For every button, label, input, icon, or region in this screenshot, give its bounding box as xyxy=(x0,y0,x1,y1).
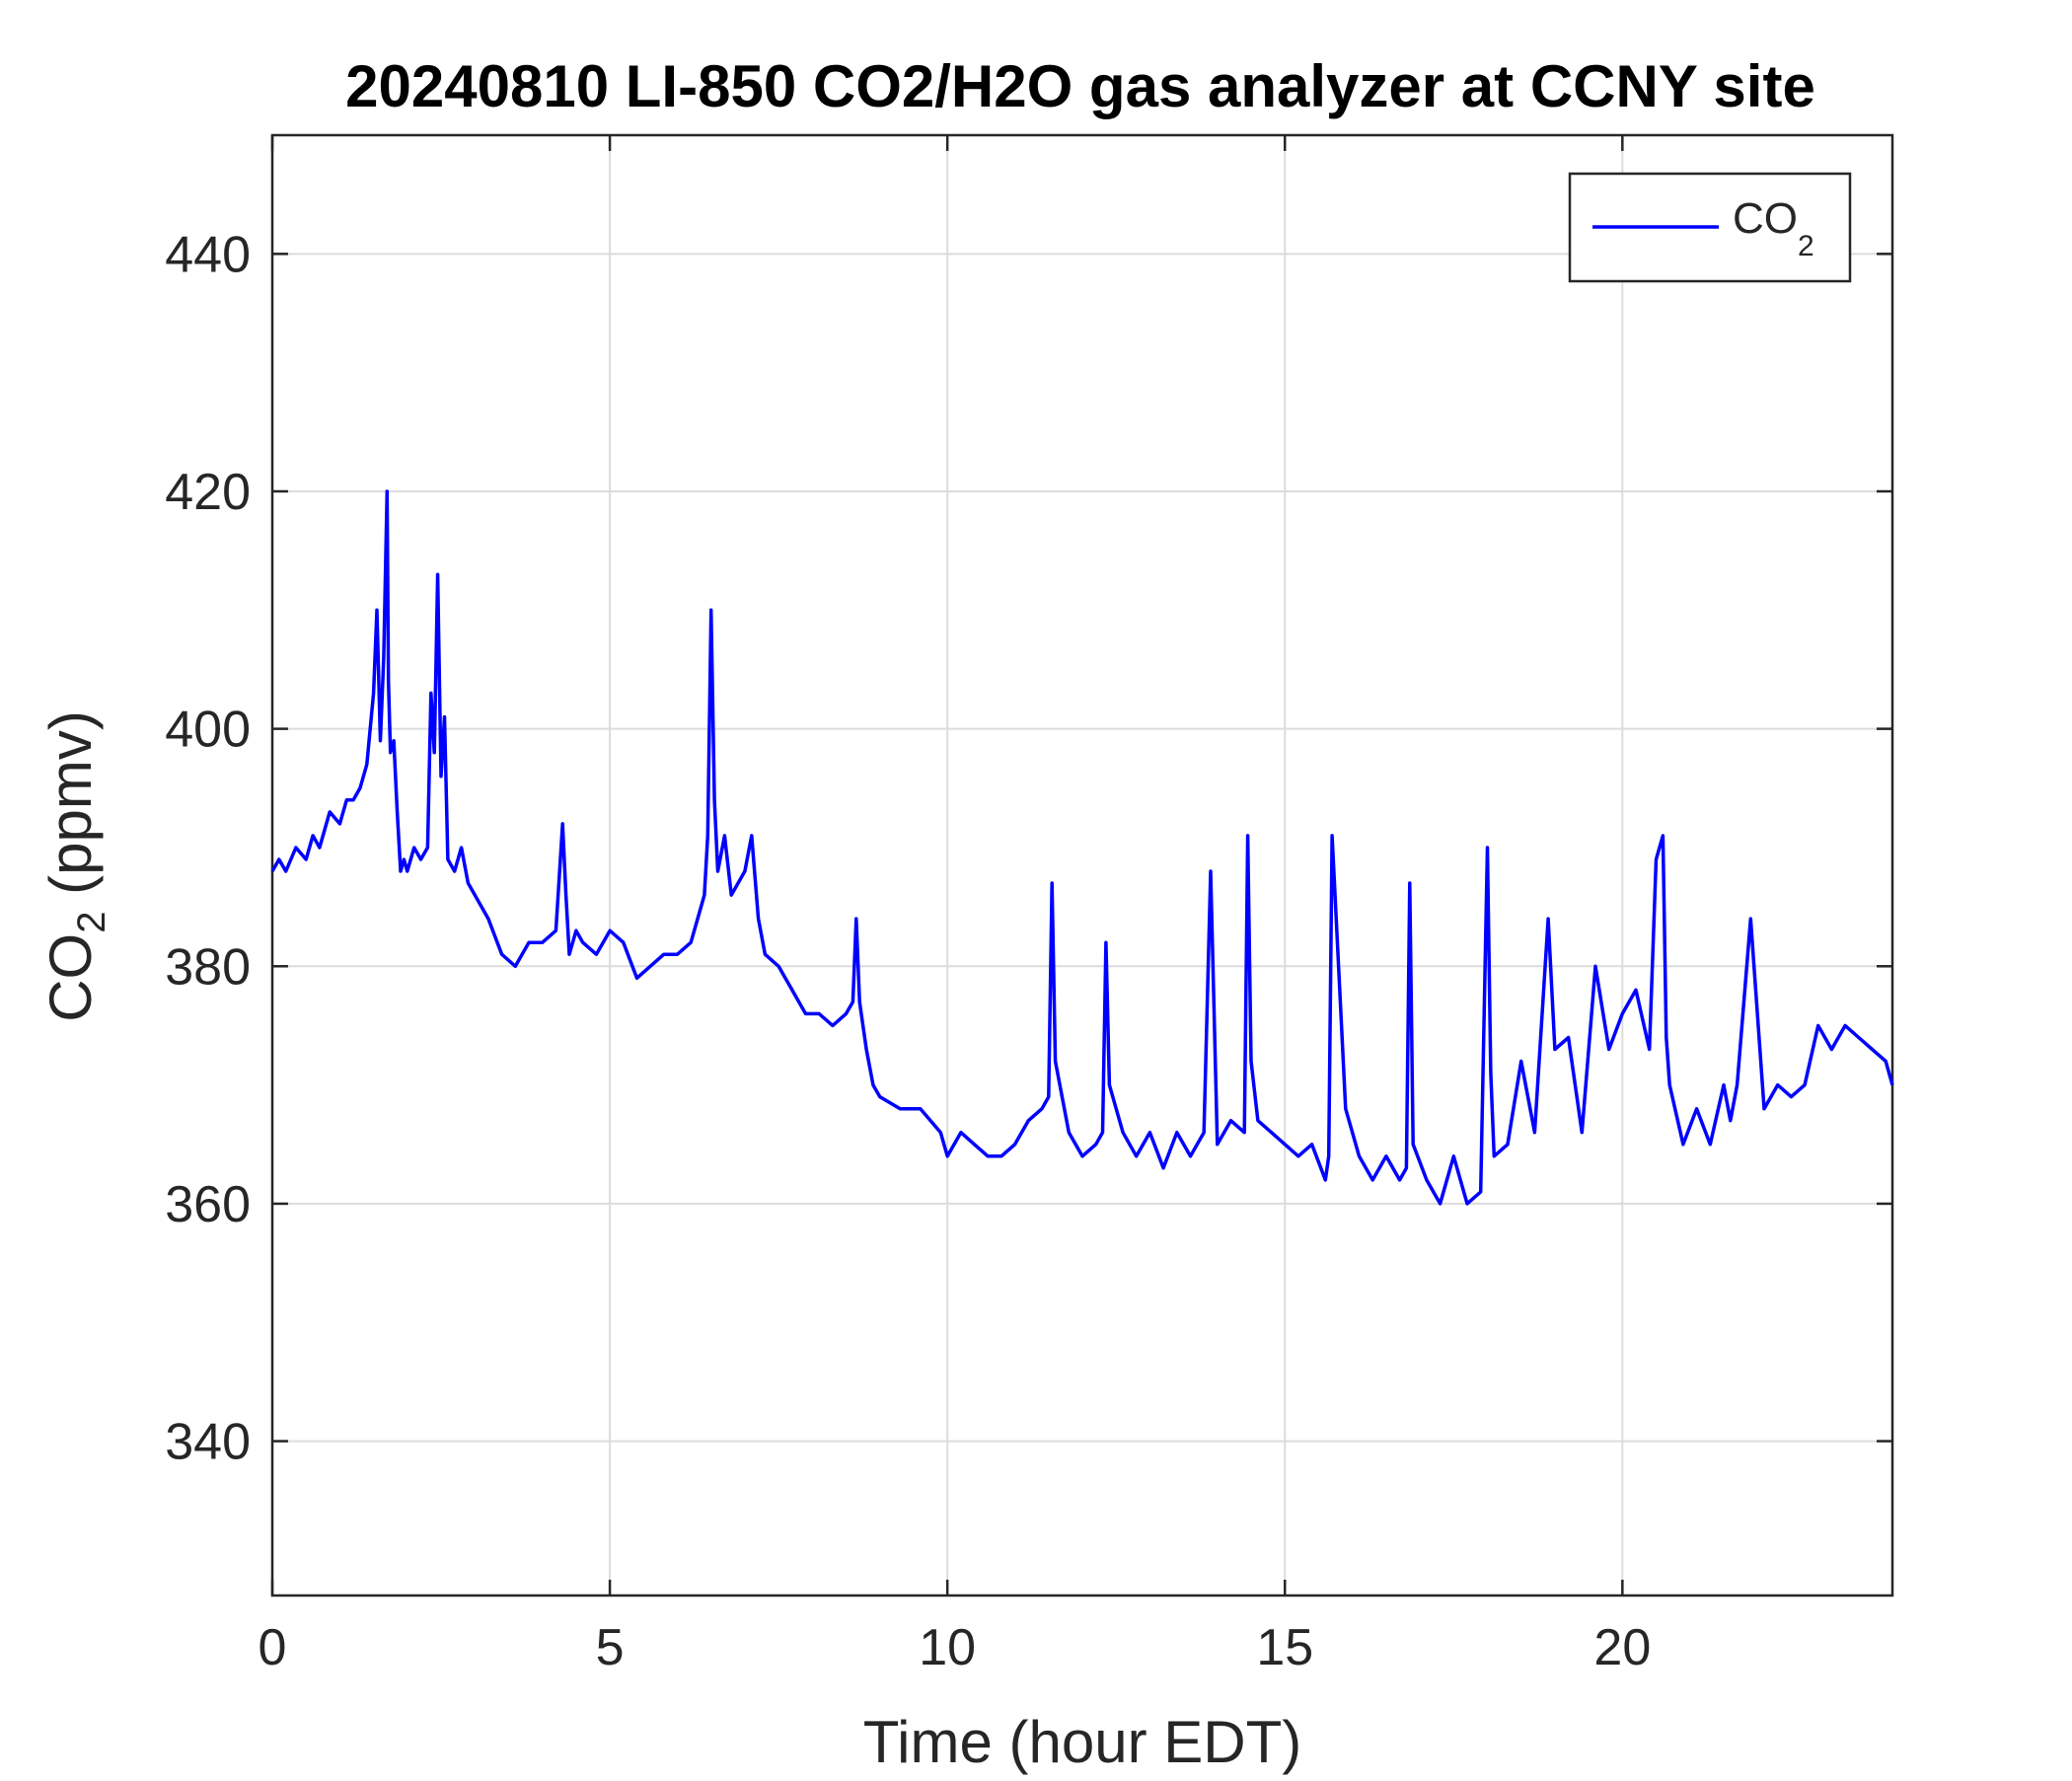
chart-title: 20240810 LI-850 CO2/H2O gas analyzer at … xyxy=(345,53,1815,119)
y-tick-label: 440 xyxy=(165,226,251,283)
y-axis-label: CO2 (ppmv) xyxy=(37,710,113,1022)
co2-series-line xyxy=(270,489,1894,1206)
y-tick-label: 360 xyxy=(165,1176,251,1233)
legend: CO2 xyxy=(1568,172,1852,283)
x-tick-labels: 0 5 10 15 20 xyxy=(259,1619,1652,1676)
y-axis-label-main: CO xyxy=(37,933,104,1022)
x-tick-label: 15 xyxy=(1256,1619,1313,1676)
y-axis-label-unit: (ppmv) xyxy=(37,710,104,911)
x-tick-label: 0 xyxy=(259,1619,287,1676)
y-tick-label: 340 xyxy=(165,1414,251,1471)
y-tick-label: 380 xyxy=(165,938,251,996)
x-axis-label: Time (hour EDT) xyxy=(863,1709,1302,1775)
x-tick-label: 10 xyxy=(919,1619,976,1676)
legend-label-main: CO xyxy=(1733,194,1798,243)
plot-area-frame xyxy=(270,133,1894,1597)
y-tick-label: 420 xyxy=(165,464,251,521)
y-tick-labels: 340 360 380 400 420 440 xyxy=(165,226,251,1470)
y-tick-label: 400 xyxy=(165,702,251,759)
x-tick-label: 20 xyxy=(1593,1619,1651,1676)
legend-label-subscript: 2 xyxy=(1798,230,1814,262)
y-axis-label-subscript: 2 xyxy=(70,912,113,933)
axis-ticks xyxy=(270,135,1892,1595)
legend-label-co2: CO2 xyxy=(1733,194,1814,262)
x-tick-label: 5 xyxy=(596,1619,625,1676)
